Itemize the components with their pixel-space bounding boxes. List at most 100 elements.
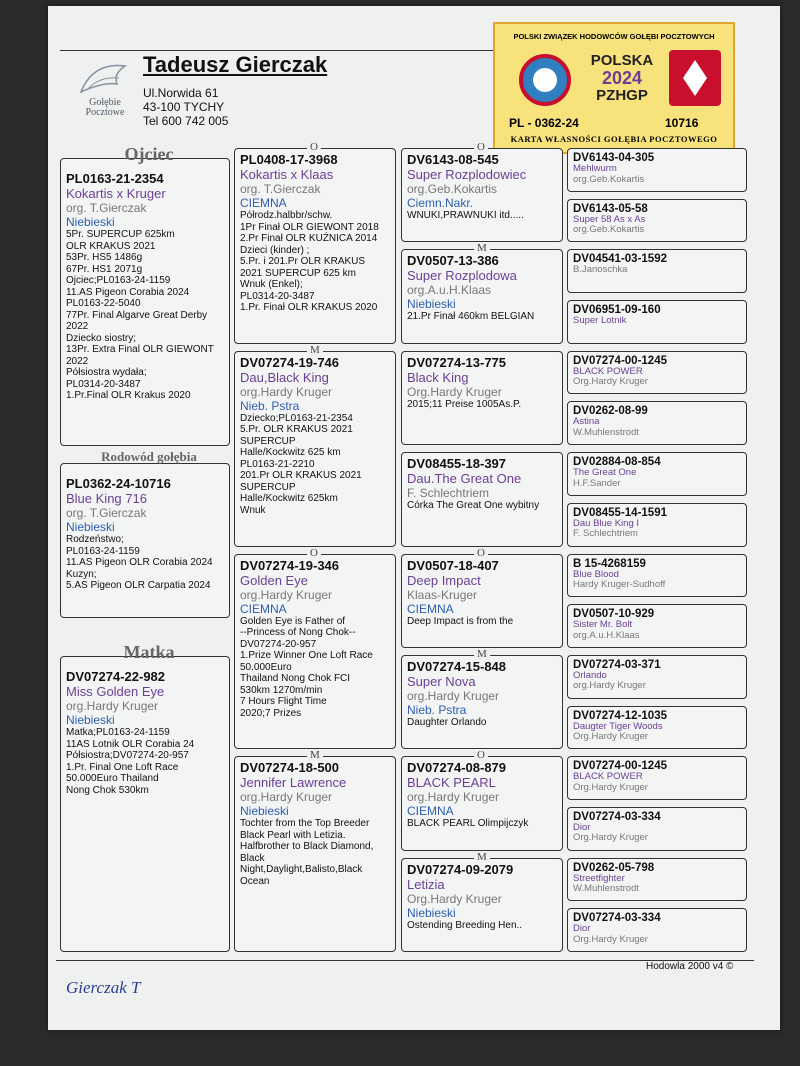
breeder-origin: org. T.Gierczak [66, 201, 147, 215]
ownership-badge: POLSKI ZWIĄZEK HODOWCÓW GOŁĘBI POCZTOWYC… [493, 22, 735, 154]
pigeon-box: DV07274-18-500 Jennifer Lawrence org.Hardy… [234, 756, 396, 952]
ring-number: DV07274-03-334 [573, 912, 661, 925]
pigeon-name: Daugter Tiger Woods [573, 720, 663, 732]
note-line: 5Pr. SUPERCUP 625km [66, 229, 175, 240]
sex-mark: M [474, 242, 490, 255]
paper: Gołębie Pocztowe Tadeusz Gierczak Ul.Nor… [48, 6, 780, 1030]
pigeon-name: Dior [573, 923, 591, 935]
pigeon-name: Jennifer Lawrence [240, 775, 347, 791]
pigeon-name: BLACK PEARL [407, 775, 496, 791]
ring-number: DV07274-00-1245 [573, 760, 667, 773]
ring-number: DV6143-05-58 [573, 202, 648, 215]
pigeon-box: PL0408-17-3968 Kokartis x Klaas org. T.Gie… [234, 148, 396, 344]
pigeon-name: Dior [573, 821, 591, 833]
note-line: 201.Pr OLR KRAKUS 2021 SUPERCUP [240, 470, 362, 493]
emblem [519, 54, 571, 106]
note-line: Dziecko;PL0163-21-2354 [240, 412, 353, 424]
pigeon-box: B 15-4268159 Blue Blood Hardy Kruger-Sudho… [567, 553, 747, 598]
pigeon-box: DV6143-05-58 Super 58 As x As org.Geb.Koka… [567, 198, 747, 243]
pigeon-box: DV07274-13-775 Black King Org.Hardy Kruger… [401, 350, 563, 446]
ring-number: DV0507-13-386 [407, 253, 499, 269]
plumage-color: Niebieski [66, 215, 115, 229]
note-line: 5.Pr. OLR KRAKUS 2021 SUPERCUP [240, 424, 353, 447]
ring-number: DV6143-04-305 [573, 152, 655, 164]
rule [60, 50, 500, 51]
note-line: Golden Eye is Father of [240, 615, 346, 627]
pigeon-box: DV08455-18-397 Dau.The Great One F. Schlec… [401, 452, 563, 547]
ring-number: DV06951-09-160 [573, 304, 661, 317]
note-line: Nong Chok 530km [66, 784, 149, 796]
note-line: BLACK PEARL Olimpijczyk [407, 818, 529, 830]
breeder-origin: F. Schlechtriem [407, 486, 490, 501]
ring-number: DV02884-08-854 [573, 456, 661, 469]
note-line: 77Pr. Final Algarve Great Derby 2022 [66, 309, 208, 333]
pigeon-box: DV07274-03-334 Dior Org.Hardy Kruger [567, 908, 747, 952]
note-line: 1.Pr. Finał OLR KRAKUS 2020 [240, 302, 378, 313]
logo-text: Gołębie Pocztowe [85, 97, 125, 118]
ring-number: PL0408-17-3968 [240, 152, 338, 167]
ring-number: DV0262-05-798 [573, 861, 655, 874]
note-line: 1.Pr.Final OLR Krakus 2020 [66, 390, 191, 401]
ring-number: DV0507-10-929 [573, 608, 655, 621]
pigeon-box: DV04541-03-1592 B.Janoschka [567, 249, 747, 294]
breeder-origin: Org.Hardy Kruger [407, 384, 502, 399]
note-line: Kuzyn; [66, 568, 97, 580]
note-line: 67Pr. HS1 2071g [66, 263, 143, 275]
pigeon-box: DV0507-13-386 Super Rozplodowa org.A.u.H.K… [401, 249, 563, 344]
breeder-origin: org.A.u.H.Klaas [407, 283, 492, 298]
plumage-color: Niebieski [407, 297, 456, 312]
plumage-color: CIEMNA [407, 804, 454, 819]
plumage-color: Ciemn.Nakr. [407, 196, 474, 210]
pigeon-box: DV0262-08-99 Astina W.Muhlenstrodt [567, 401, 747, 446]
ring-number: DV07274-12-1035 [573, 709, 667, 722]
note-line: Półsiostra;DV07274-20-957 [66, 750, 189, 761]
breeder-origin: B.Janoschka [573, 264, 628, 276]
pigeon-box: DV07274-12-1035 Daugter Tiger Woods Org.Ha… [567, 705, 747, 750]
note-line: PL0163-24-1159 [66, 545, 140, 557]
section-label: Matka [123, 642, 175, 662]
plumage-color: Niebieski [240, 804, 289, 819]
pigeon-name: Deep Impact [407, 572, 481, 588]
section-label: Rodowód gołębia [101, 449, 197, 464]
pigeon-box: DV6143-04-305 Mehlwurm org.Geb.Kokartis [567, 148, 747, 192]
pigeon-name: Streetfighter [573, 872, 625, 884]
breeder-origin: Org.Hardy Kruger [573, 376, 648, 388]
section-label: Ojciec [124, 144, 174, 164]
pigeon-box: DV0507-10-929 Sister Mr. Bolt org.A.u.H.Kl… [567, 604, 747, 648]
sex-mark: M [474, 850, 490, 863]
pigeon-box: DV07274-19-346 Golden Eye org.Hardy Kruger… [234, 553, 396, 750]
sex-mark: O [307, 546, 321, 559]
note-line: Thailand Nong Chok FCI [240, 673, 351, 684]
note-line: 2015;11 Preise 1005As.P. [407, 398, 522, 410]
ring-number: DV07274-22-982 [66, 669, 166, 684]
ring-number: DV08455-18-397 [407, 456, 507, 472]
breeder-origin: org.Geb.Kokartis [573, 173, 645, 185]
note-line: 13Pr. Extra Final OLR GIEWONT 2022 [66, 344, 214, 367]
pigeon-name: Super Nova [407, 673, 476, 689]
plumage-color: CIEMNA [240, 196, 287, 210]
pigeon-box: DV07274-19-746 Dau,Black King org.Hardy Kr… [234, 350, 396, 547]
ring-number: DV07274-19-746 [240, 354, 340, 370]
note-line: Dziecko siostry; [66, 332, 137, 344]
pigeon-name: Astina [573, 416, 600, 428]
address-line: Tel 600 742 005 [143, 114, 229, 128]
badge-number: 10716 [665, 116, 699, 130]
pigeon-name: Miss Golden Eye [66, 684, 165, 699]
pigeon-box: DV06951-09-160 Super Lotnik [567, 300, 747, 344]
breeder-origin: Org.Hardy Kruger [573, 933, 648, 945]
breeder-origin: org.Hardy Kruger [240, 790, 333, 805]
ring-number: DV07274-03-334 [573, 810, 661, 823]
pigeon-name: Kokartis x Klaas [240, 167, 334, 182]
pigeon-name: Mehlwurm [573, 163, 617, 174]
plumage-color: Niebieski [66, 520, 115, 534]
note-line: Halle/Kockwitz 625km [240, 493, 338, 505]
pigeon-name: Sister Mr. Bolt [573, 619, 633, 631]
note-line: 2.Pr Finał OLR KUŹNICA 2014 [240, 233, 378, 244]
breeder-origin: org.Hardy Kruger [407, 688, 500, 703]
note-line: 11.AS Pigeon OLR Corabia 2024 [66, 557, 213, 568]
note-line: PL0314-20-3487 [240, 290, 315, 302]
note-line: Półrodz.halbbr/schw. [240, 210, 333, 221]
pigeon-name: Blue King 716 [66, 491, 147, 506]
badge-org: PZHGP [596, 87, 648, 104]
badge-union: POLSKI ZWIĄZEK HODOWCÓW GOŁĘBI POCZTOWYC… [513, 32, 715, 41]
